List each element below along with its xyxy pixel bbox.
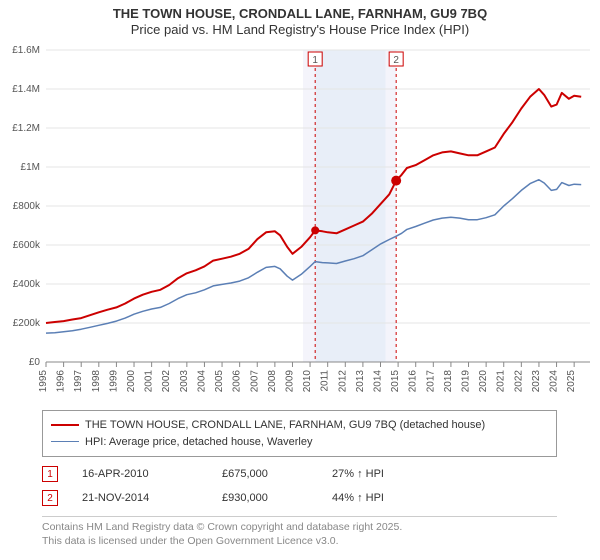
sale-number: 1	[47, 469, 53, 480]
svg-text:2000: 2000	[126, 370, 137, 393]
table-row: 1 16-APR-2010 £675,000 27% ↑ HPI	[42, 462, 557, 486]
svg-text:2010: 2010	[302, 370, 313, 393]
svg-text:2008: 2008	[267, 370, 278, 393]
svg-text:2025: 2025	[566, 370, 577, 393]
svg-text:£1.2M: £1.2M	[12, 123, 40, 134]
svg-text:£1M: £1M	[21, 162, 40, 173]
svg-text:2024: 2024	[549, 370, 560, 393]
svg-text:2014: 2014	[372, 370, 383, 393]
sale-price: £675,000	[222, 468, 332, 480]
svg-text:£600k: £600k	[13, 240, 41, 251]
table-row: 2 21-NOV-2014 £930,000 44% ↑ HPI	[42, 486, 557, 510]
svg-text:2022: 2022	[513, 370, 524, 393]
svg-text:1: 1	[312, 55, 318, 66]
legend-row: HPI: Average price, detached house, Wave…	[51, 434, 548, 451]
sale-hpi-diff: 27% ↑ HPI	[332, 468, 452, 480]
svg-text:2013: 2013	[355, 370, 366, 393]
svg-text:2007: 2007	[249, 370, 260, 393]
svg-text:2004: 2004	[196, 370, 207, 393]
svg-text:1996: 1996	[56, 370, 67, 393]
svg-text:2019: 2019	[461, 370, 472, 393]
attribution-line: Contains HM Land Registry data © Crown c…	[42, 521, 557, 535]
legend-swatch	[51, 441, 79, 442]
svg-text:£1.4M: £1.4M	[12, 84, 40, 95]
svg-text:2006: 2006	[232, 370, 243, 393]
svg-text:2: 2	[393, 55, 399, 66]
legend-label: THE TOWN HOUSE, CRONDALL LANE, FARNHAM, …	[85, 417, 485, 434]
attribution-line: This data is licensed under the Open Gov…	[42, 535, 557, 549]
svg-text:2018: 2018	[443, 370, 454, 393]
svg-text:£400k: £400k	[13, 279, 41, 290]
svg-text:2020: 2020	[478, 370, 489, 393]
svg-text:2012: 2012	[337, 370, 348, 393]
chart: £0 £200k £400k £600k £800k £1M £1.2M £1.4M £1.6M…	[0, 42, 600, 402]
svg-text:1999: 1999	[108, 370, 119, 393]
legend-label: HPI: Average price, detached house, Wave…	[85, 434, 312, 451]
svg-text:2003: 2003	[179, 370, 190, 393]
svg-text:2016: 2016	[408, 370, 419, 393]
svg-text:£200k: £200k	[13, 318, 41, 329]
title-sub: Price paid vs. HM Land Registry's House …	[0, 22, 600, 39]
chart-svg: £0 £200k £400k £600k £800k £1M £1.2M £1.4M £1.6M…	[0, 42, 600, 402]
svg-text:2002: 2002	[161, 370, 172, 393]
sale-date: 16-APR-2010	[82, 468, 222, 480]
titles: THE TOWN HOUSE, CRONDALL LANE, FARNHAM, …	[0, 0, 600, 38]
legend-swatch	[51, 424, 79, 426]
svg-text:2005: 2005	[214, 370, 225, 393]
svg-text:2009: 2009	[284, 370, 295, 393]
legend-row: THE TOWN HOUSE, CRONDALL LANE, FARNHAM, …	[51, 417, 548, 434]
chart-container: THE TOWN HOUSE, CRONDALL LANE, FARNHAM, …	[0, 0, 600, 560]
attribution: Contains HM Land Registry data © Crown c…	[42, 516, 557, 548]
svg-text:2011: 2011	[320, 370, 331, 392]
sale-marker-box: 1	[42, 466, 58, 482]
svg-text:£0: £0	[29, 357, 41, 368]
title-main: THE TOWN HOUSE, CRONDALL LANE, FARNHAM, …	[0, 6, 600, 22]
svg-text:2015: 2015	[390, 370, 401, 393]
svg-text:£800k: £800k	[13, 201, 41, 212]
svg-text:2001: 2001	[144, 370, 155, 393]
svg-text:2023: 2023	[531, 370, 542, 393]
sale-number: 2	[47, 493, 53, 504]
svg-text:1998: 1998	[91, 370, 102, 393]
svg-text:2017: 2017	[425, 370, 436, 393]
sales-table: 1 16-APR-2010 £675,000 27% ↑ HPI 2 21-NO…	[42, 462, 557, 510]
sale-hpi-diff: 44% ↑ HPI	[332, 492, 452, 504]
svg-text:2021: 2021	[496, 370, 507, 393]
legend: THE TOWN HOUSE, CRONDALL LANE, FARNHAM, …	[42, 410, 557, 457]
sale-marker-box: 2	[42, 490, 58, 506]
sale-price: £930,000	[222, 492, 332, 504]
svg-text:1995: 1995	[38, 370, 49, 393]
sale-date: 21-NOV-2014	[82, 492, 222, 504]
svg-text:1997: 1997	[73, 370, 84, 393]
svg-text:£1.6M: £1.6M	[12, 45, 40, 56]
